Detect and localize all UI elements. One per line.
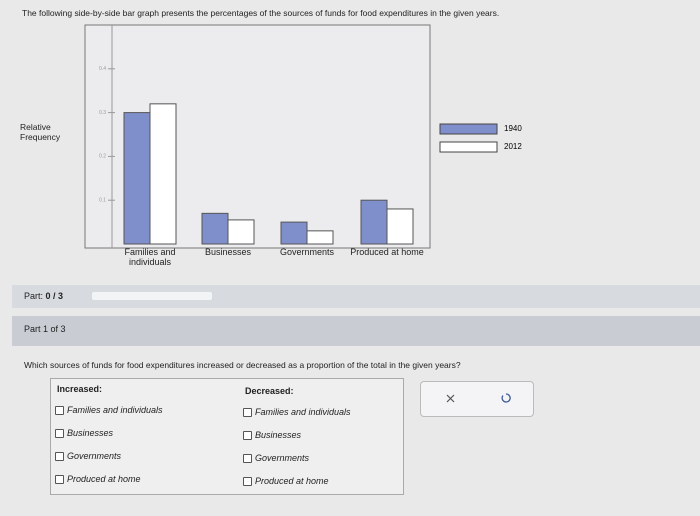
increased-title: Increased: xyxy=(57,384,103,394)
x-tick-label: Businesses xyxy=(204,247,252,257)
progress-strip xyxy=(12,285,700,308)
prompt: The following side-by-side bar graph pre… xyxy=(22,8,500,18)
action-box xyxy=(420,381,534,417)
option-text: Produced at home xyxy=(67,474,141,484)
bar xyxy=(360,199,388,245)
option-text: Governments xyxy=(67,451,122,461)
legend-swatch xyxy=(439,141,498,153)
undo-button[interactable] xyxy=(501,393,511,403)
checkbox[interactable] xyxy=(55,451,64,461)
legend-swatch xyxy=(439,123,498,135)
checkbox[interactable] xyxy=(55,474,64,484)
bar xyxy=(123,112,151,245)
answer-option[interactable]: Produced at home xyxy=(243,476,329,486)
checkbox[interactable] xyxy=(55,405,64,415)
x-tick-label: Governments xyxy=(279,247,335,257)
y-tick-label: 0.4 xyxy=(99,66,106,72)
legend-label: 1940 xyxy=(504,124,522,133)
option-text: Families and individuals xyxy=(255,407,351,417)
checkbox[interactable] xyxy=(55,428,64,438)
answer-option[interactable]: Families and individuals xyxy=(243,407,351,417)
y-axis-label: Relative Frequency xyxy=(20,122,61,142)
answer-option[interactable]: Businesses xyxy=(55,428,113,438)
answer-option[interactable]: Governments xyxy=(243,453,309,463)
bar xyxy=(386,208,414,245)
bar xyxy=(306,230,334,245)
x-tick-label: Produced at home xyxy=(350,247,424,257)
option-text: Businesses xyxy=(67,428,114,438)
answer-option[interactable]: Businesses xyxy=(243,430,301,440)
bar xyxy=(227,219,255,245)
progress-bar xyxy=(92,292,212,300)
option-text: Produced at home xyxy=(255,476,329,486)
progress-label: Part: 0 / 3 xyxy=(24,291,63,301)
part-strip xyxy=(12,316,700,346)
answer-option[interactable]: Produced at home xyxy=(55,474,141,484)
legend-label: 2012 xyxy=(504,142,522,151)
checkbox[interactable] xyxy=(243,430,252,440)
checkbox[interactable] xyxy=(243,476,252,486)
option-text: Governments xyxy=(255,453,310,463)
y-tick-label: 0.3 xyxy=(99,110,106,116)
answer-option[interactable]: Governments xyxy=(55,451,121,461)
answer-box xyxy=(50,378,404,495)
part-label: Part 1 of 3 xyxy=(24,324,66,334)
checkbox[interactable] xyxy=(243,453,252,463)
progress-score: 0 / 3 xyxy=(45,291,64,301)
progress-text: Part: xyxy=(24,291,44,301)
y-tick-label: 0.1 xyxy=(99,198,106,204)
checkbox[interactable] xyxy=(243,407,252,417)
clear-button[interactable] xyxy=(446,394,455,403)
answer-option[interactable]: Families and individuals xyxy=(55,405,163,415)
y-tick-label: 0.2 xyxy=(99,154,106,160)
bar xyxy=(201,212,229,245)
bar xyxy=(149,103,177,245)
x-tick-label: Families and individuals xyxy=(124,247,176,267)
option-text: Businesses xyxy=(255,430,302,440)
bar xyxy=(280,221,308,245)
option-text: Families and individuals xyxy=(67,405,163,415)
action-icons xyxy=(446,393,511,403)
question: Which sources of funds for food expendit… xyxy=(24,360,461,370)
decreased-title: Decreased: xyxy=(245,386,294,396)
